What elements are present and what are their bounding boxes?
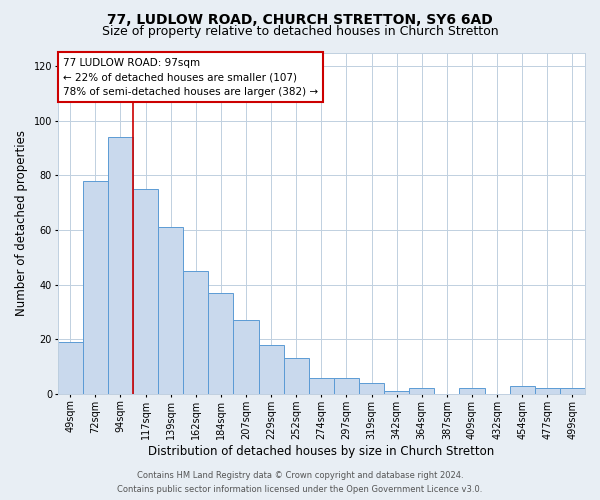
Text: 77, LUDLOW ROAD, CHURCH STRETTON, SY6 6AD: 77, LUDLOW ROAD, CHURCH STRETTON, SY6 6A… [107, 12, 493, 26]
Bar [309, 378, 334, 394]
Bar [158, 228, 183, 394]
Bar [208, 293, 233, 394]
X-axis label: Distribution of detached houses by size in Church Stretton: Distribution of detached houses by size … [148, 444, 494, 458]
Bar [183, 271, 208, 394]
Bar [133, 189, 158, 394]
Text: Contains HM Land Registry data © Crown copyright and database right 2024.
Contai: Contains HM Land Registry data © Crown c… [118, 472, 482, 494]
Y-axis label: Number of detached properties: Number of detached properties [15, 130, 28, 316]
Bar [384, 391, 409, 394]
Bar [409, 388, 434, 394]
Bar [259, 344, 284, 394]
Bar [334, 378, 359, 394]
Bar [83, 181, 108, 394]
Bar [535, 388, 560, 394]
Bar [284, 358, 309, 394]
Bar [509, 386, 535, 394]
Text: 77 LUDLOW ROAD: 97sqm
← 22% of detached houses are smaller (107)
78% of semi-det: 77 LUDLOW ROAD: 97sqm ← 22% of detached … [63, 58, 318, 97]
Bar [233, 320, 259, 394]
Bar [560, 388, 585, 394]
Bar [58, 342, 83, 394]
Bar [359, 383, 384, 394]
Bar [108, 137, 133, 394]
Bar [460, 388, 485, 394]
Text: Size of property relative to detached houses in Church Stretton: Size of property relative to detached ho… [101, 25, 499, 38]
